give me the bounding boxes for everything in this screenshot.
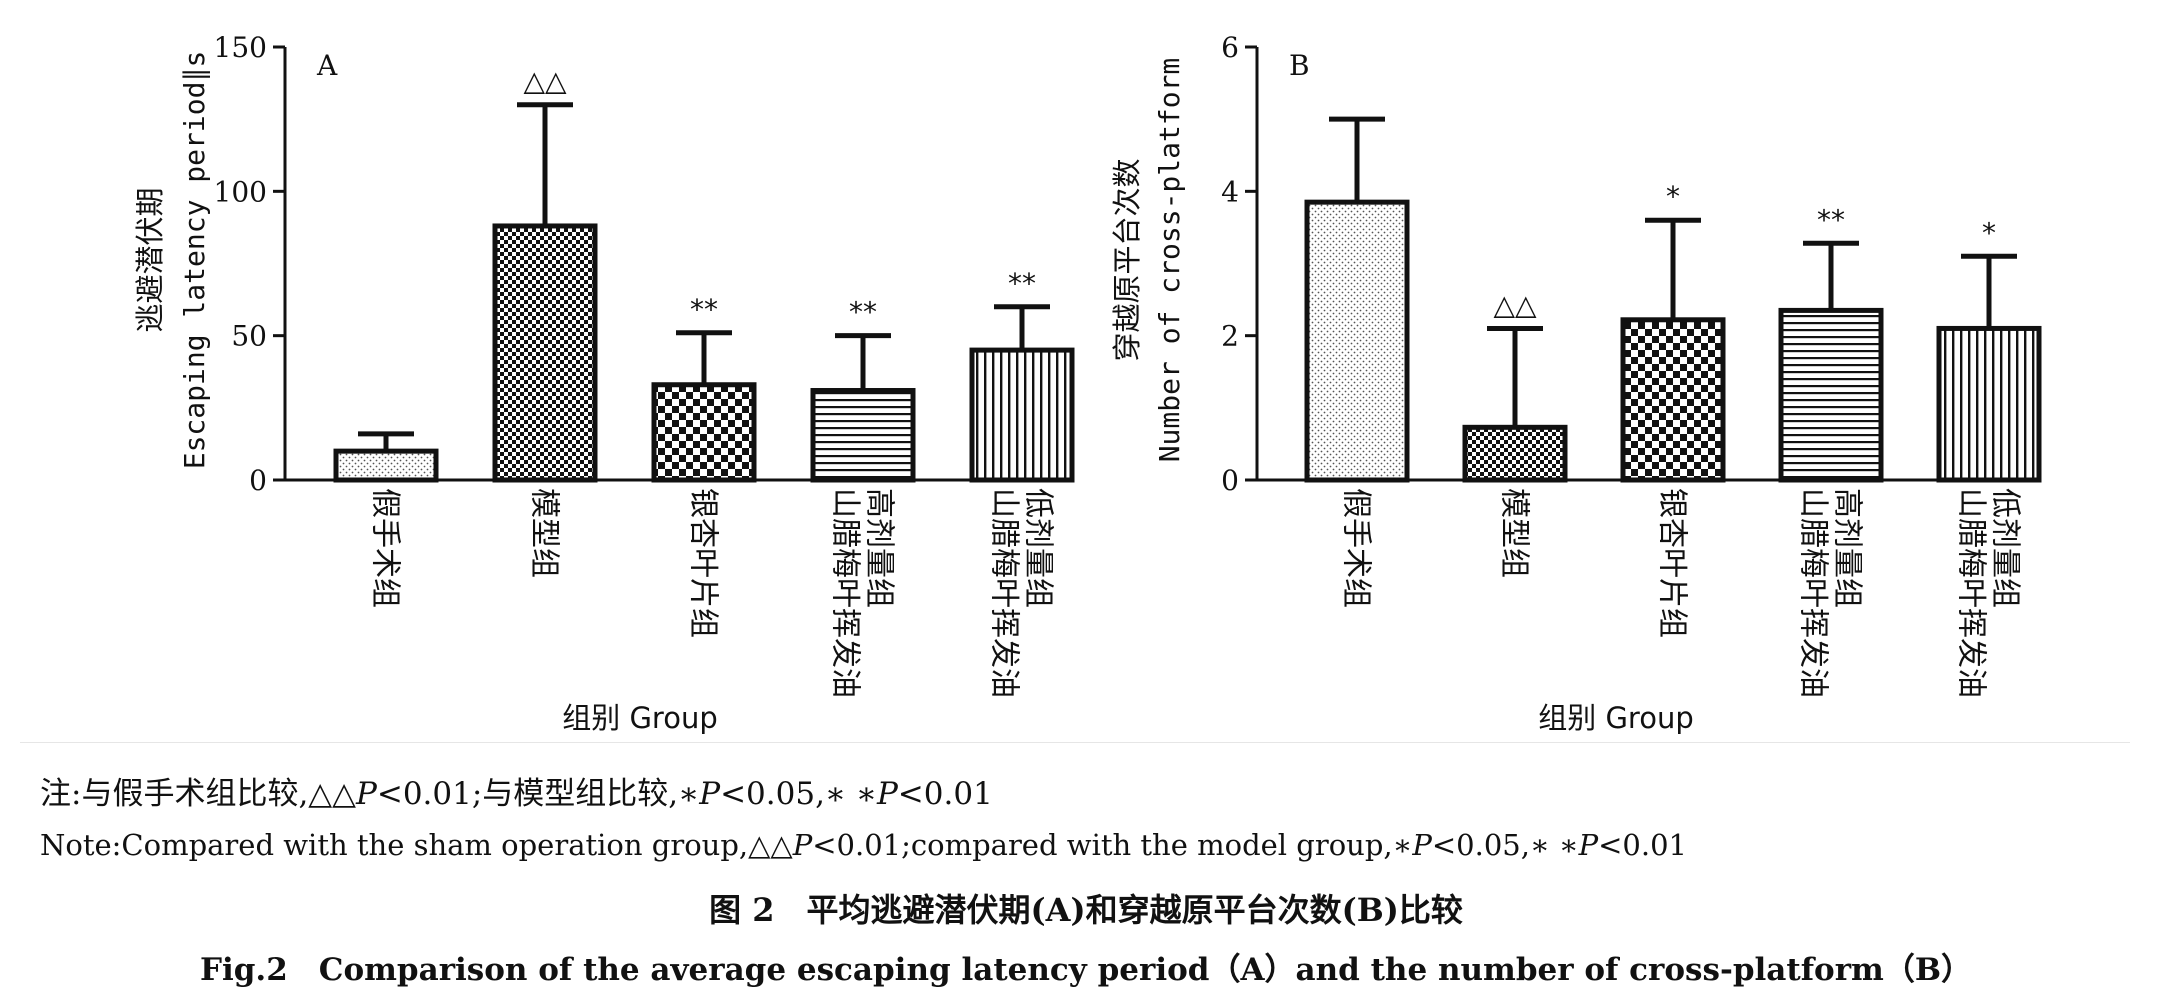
x-axis-label: 组别 Group xyxy=(562,701,718,735)
y-axis-label: 逃避潜伏期 xyxy=(133,187,167,332)
x-tick-label: 山腊梅叶挥发油 xyxy=(828,488,863,698)
x-tick-label: 银杏叶片组 xyxy=(686,488,721,638)
y-tick-label: 0 xyxy=(1221,464,1239,497)
bar xyxy=(810,388,916,483)
x-axis-label: 组别 Group xyxy=(1538,701,1694,735)
y-tick-label: 4 xyxy=(1221,175,1239,208)
panel-label: B xyxy=(1289,49,1310,82)
x-tick-label: 模型组 xyxy=(527,488,562,578)
significance-marker: ** xyxy=(1817,203,1845,236)
x-tick-label: 山腊梅叶挥发油 xyxy=(1796,488,1831,698)
figure-caption-chinese: 图 2 平均逃避潜伏期(A)和穿越原平台次数(B)比较 xyxy=(709,891,1463,929)
x-tick-label: 低剂量组 xyxy=(1988,488,2023,608)
figure-caption-english: Fig.2 Comparison of the average escaping… xyxy=(199,952,1973,988)
x-tick-label: 银杏叶片组 xyxy=(1655,488,1690,638)
x-tick-label: 低剂量组 xyxy=(1021,488,1056,608)
y-tick-label: 100 xyxy=(214,175,267,208)
significance-marker: ** xyxy=(849,296,877,329)
x-tick-label: 山腊梅叶挥发油 xyxy=(987,488,1022,698)
bar xyxy=(492,223,598,483)
significance-marker: △△ xyxy=(523,65,567,98)
y-tick-label: 0 xyxy=(249,464,267,497)
bar xyxy=(969,347,1075,483)
bar xyxy=(1778,307,1884,483)
bar xyxy=(1462,424,1568,483)
y-tick-label: 150 xyxy=(214,31,267,64)
bar xyxy=(1304,199,1410,483)
bar xyxy=(333,448,439,483)
significance-marker: △△ xyxy=(1493,288,1537,321)
x-tick-label: 假手术组 xyxy=(368,488,403,608)
y-axis-label-english: Number of cross-platform xyxy=(1153,58,1186,463)
y-tick-label: 6 xyxy=(1221,31,1239,64)
significance-marker: ** xyxy=(690,293,718,326)
y-axis-label: 穿越原平台次数 xyxy=(1110,158,1144,361)
x-tick-label: 山腊梅叶挥发油 xyxy=(1954,488,1989,698)
y-tick-label: 50 xyxy=(231,320,267,353)
x-tick-label: 模型组 xyxy=(1497,488,1532,578)
note-chinese: 注:与假手术组比较,△△P<0.01;与模型组比较,∗P<0.05,∗ ∗P<0… xyxy=(40,776,993,812)
divider xyxy=(20,742,2130,743)
chart-panel-b: 0 2 4 6 B 穿越原平台次数 Number of cross-platform 假手术组… xyxy=(1110,31,2042,735)
note-english: Note:Compared with the sham operation gr… xyxy=(40,828,1687,862)
y-tick-label: 2 xyxy=(1221,320,1239,353)
significance-marker: ** xyxy=(1008,267,1036,300)
x-tick-label: 高剂量组 xyxy=(1830,488,1865,608)
significance-marker: * xyxy=(1666,180,1680,213)
chart-panel-a: 0 50 100 150 A 逃避潜伏期 Escaping latency period∥s… xyxy=(133,31,1075,735)
x-tick-label: 高剂量组 xyxy=(862,488,897,608)
y-axis-label-english: Escaping latency period∥s xyxy=(178,51,211,470)
significance-marker: * xyxy=(1982,216,1996,249)
bar xyxy=(1936,325,2042,483)
panel-label: A xyxy=(316,49,338,82)
x-tick-label: 假手术组 xyxy=(1339,488,1374,608)
figure-charts: 0 50 100 150 A 逃避潜伏期 Escaping latency period∥s… xyxy=(133,31,2042,735)
bar xyxy=(651,382,757,483)
bar xyxy=(1620,317,1726,483)
